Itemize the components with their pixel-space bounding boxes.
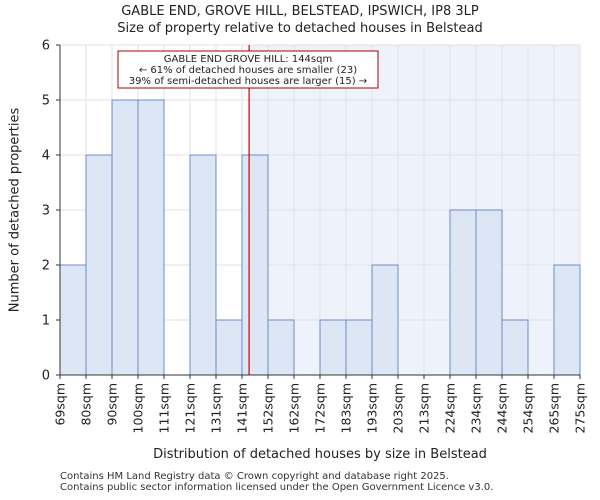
histogram-bar <box>59 264 87 376</box>
x-tick-label: 121sqm <box>183 383 198 433</box>
annotation-line-3: 39% of semi-detached houses are larger (… <box>129 76 367 87</box>
footer: Contains HM Land Registry data © Crown c… <box>60 471 493 493</box>
y-tick-label: 5 <box>42 94 50 109</box>
annotation-line-2: ← 61% of detached houses are smaller (23… <box>139 65 357 76</box>
x-axis-label: Distribution of detached houses by size … <box>153 447 487 462</box>
x-tick-label: 275sqm <box>573 383 588 433</box>
x-tick-label: 141sqm <box>235 383 250 433</box>
y-tick-label: 2 <box>42 259 50 274</box>
x-tick-label: 234sqm <box>469 383 484 433</box>
histogram-bar <box>85 154 113 376</box>
x-tick-label: 203sqm <box>391 383 406 433</box>
histogram-bar <box>449 209 477 376</box>
x-tick-label: 162sqm <box>287 383 302 433</box>
x-tick-label: 254sqm <box>521 383 536 433</box>
footer-line-2: Contains public sector information licen… <box>60 482 494 493</box>
histogram-bar <box>189 154 217 376</box>
chart-title-block: GABLE END, GROVE HILL, BELSTEAD, IPSWICH… <box>0 0 600 37</box>
histogram-chart: 0 1 2 3 4 5 6 69sqm 80sqm 90sqm 100sqm 111sqm 121sqm… <box>8 39 588 463</box>
x-tick-label: 100sqm <box>131 383 146 433</box>
annotation-line-1: GABLE END GROVE HILL: 144sqm <box>164 54 332 65</box>
tick-labels: 0 1 2 3 4 5 6 69sqm 80sqm 90sqm 100sqm 111sqm 121sqm… <box>42 39 588 434</box>
histogram-bar <box>111 99 139 376</box>
chart-title: GABLE END, GROVE HILL, BELSTEAD, IPSWICH… <box>121 4 479 19</box>
histogram-bar <box>267 319 295 376</box>
x-tick-label: 90sqm <box>105 383 120 426</box>
x-tick-label: 69sqm <box>53 383 68 426</box>
histogram-bar <box>345 319 373 376</box>
x-tick-label: 80sqm <box>79 383 94 426</box>
x-tick-label: 152sqm <box>261 383 276 433</box>
x-tick-label: 172sqm <box>313 383 328 433</box>
x-tick-label: 183sqm <box>339 383 354 433</box>
x-tick-label: 131sqm <box>209 383 224 433</box>
histogram-bar <box>501 319 529 376</box>
annotation-box <box>117 50 379 89</box>
x-tick-label: 265sqm <box>547 383 562 433</box>
x-tick-label: 111sqm <box>157 383 172 433</box>
histogram-bar <box>371 264 399 376</box>
annotation: GABLE END GROVE HILL: 144sqm ← 61% of de… <box>117 50 379 89</box>
histogram-bar <box>215 319 243 376</box>
x-tick-label: 244sqm <box>495 383 510 433</box>
x-tick-label: 193sqm <box>365 383 380 433</box>
bars <box>59 99 581 376</box>
histogram-bar <box>553 264 581 376</box>
x-tick-label: 224sqm <box>443 383 458 433</box>
y-tick-label: 4 <box>42 149 50 164</box>
y-tick-label: 6 <box>42 39 50 54</box>
y-axis-label: Number of detached properties <box>8 108 23 313</box>
histogram-bar <box>475 209 503 376</box>
chart-subtitle: Size of property relative to detached ho… <box>117 21 483 36</box>
y-tick-label: 0 <box>42 369 50 384</box>
histogram-bar <box>241 154 269 376</box>
histogram-bar <box>137 99 165 376</box>
footer-line-1: Contains HM Land Registry data © Crown c… <box>60 471 449 482</box>
y-tick-label: 3 <box>42 204 50 219</box>
histogram-bar <box>319 319 347 376</box>
y-tick-label: 1 <box>42 314 50 329</box>
x-tick-label: 213sqm <box>417 383 432 433</box>
